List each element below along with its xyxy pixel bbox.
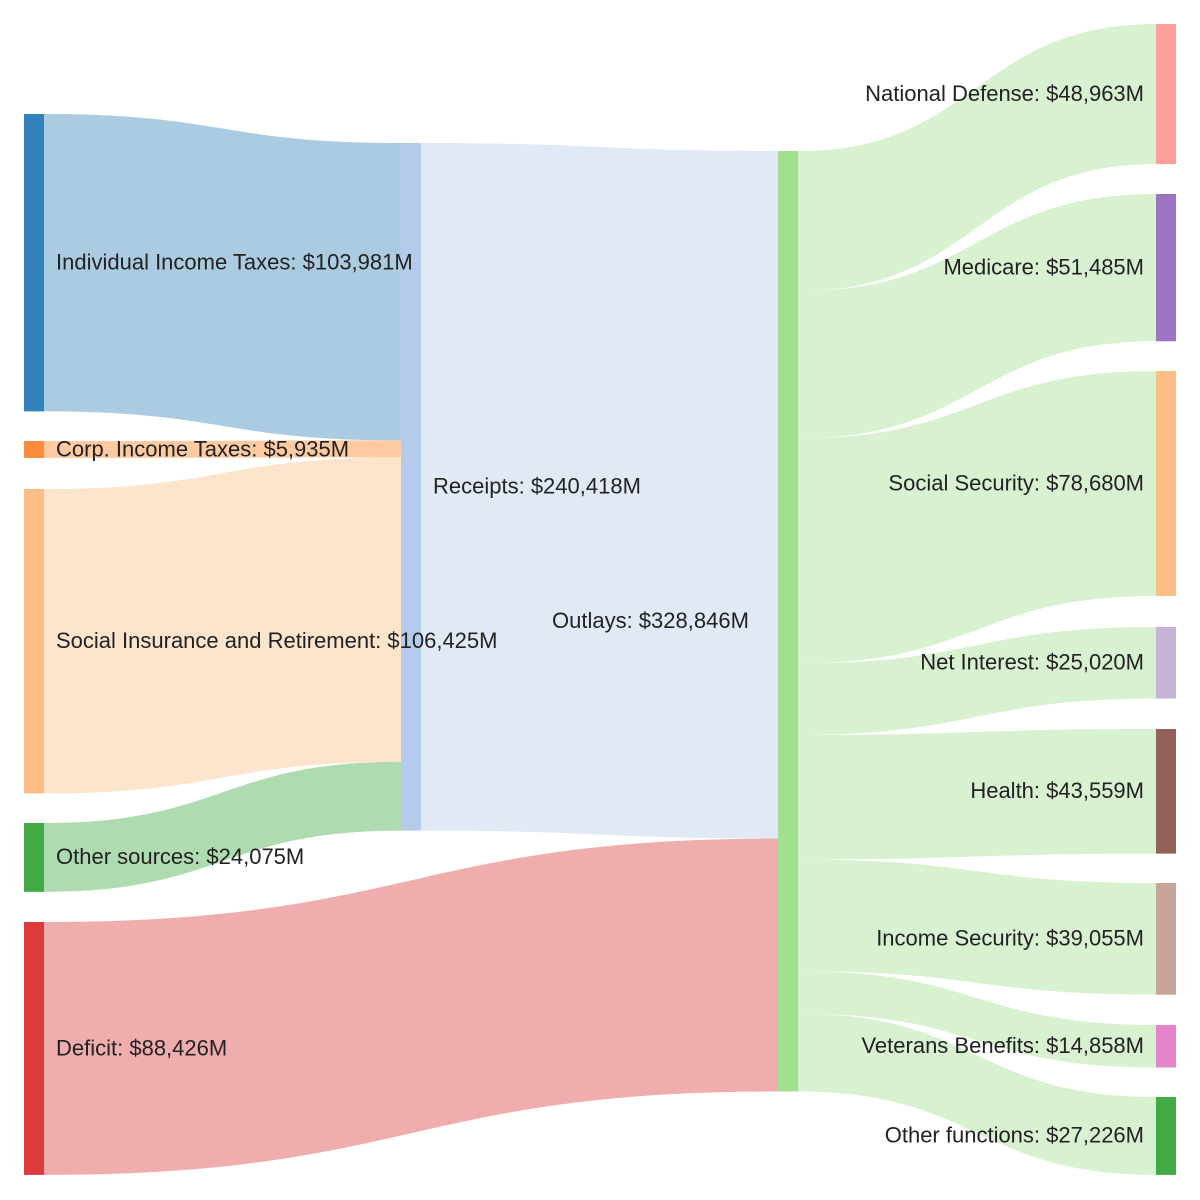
sankey-label-health: Health: $43,559M: [970, 778, 1144, 803]
sankey-node-receipts: [401, 143, 421, 831]
sankey-label-social_security: Social Security: $78,680M: [888, 470, 1144, 495]
sankey-node-deficit: [24, 922, 44, 1175]
nodes-layer: [24, 24, 1176, 1175]
sankey-label-net_interest: Net Interest: $25,020M: [920, 650, 1144, 675]
sankey-node-health: [1156, 729, 1176, 854]
sankey-node-social_ins: [24, 489, 44, 794]
labels-layer: Individual Income Taxes: $103,981M Corp. …: [56, 81, 1144, 1148]
sankey-node-net_interest: [1156, 627, 1176, 699]
sankey-link-outlays-to-income_security: [798, 859, 1156, 995]
sankey-link-outlays-to-medicare: [798, 194, 1156, 439]
sankey-link-deficit-to-outlays: [44, 838, 778, 1175]
sankey-label-other_sources: Other sources: $24,075M: [56, 844, 304, 869]
sankey-label-income_security: Income Security: $39,055M: [876, 926, 1144, 951]
sankey-node-medicare: [1156, 194, 1176, 342]
sankey-link-other_sources-to-receipts: [44, 761, 401, 892]
sankey-label-individual: Individual Income Taxes: $103,981M: [56, 250, 413, 275]
sankey-node-veterans: [1156, 1025, 1176, 1068]
sankey-link-outlays-to-health: [798, 729, 1156, 860]
sankey-label-social_ins: Social Insurance and Retirement: $106,42…: [56, 628, 497, 653]
sankey-label-outlays: Outlays: $328,846M: [552, 608, 749, 633]
sankey-node-outlays: [778, 151, 798, 1092]
sankey-node-other_sources: [24, 823, 44, 892]
sankey-link-corp-to-receipts: [44, 440, 401, 458]
sankey-link-social_ins-to-receipts: [44, 457, 401, 794]
sankey-node-income_security: [1156, 883, 1176, 995]
sankey-link-outlays-to-veterans: [798, 971, 1156, 1068]
sankey-link-receipts-to-outlays: [421, 143, 778, 839]
sankey-node-defense: [1156, 24, 1176, 165]
sankey-node-other_functions: [1156, 1097, 1176, 1175]
sankey-label-medicare: Medicare: $51,485M: [943, 254, 1144, 279]
sankey-link-outlays-to-other_functions: [798, 1013, 1156, 1175]
sankey-link-outlays-to-social_security: [798, 371, 1156, 664]
sankey-link-outlays-to-net_interest: [798, 627, 1156, 735]
sankey-label-other_functions: Other functions: $27,226M: [885, 1123, 1144, 1148]
sankey-label-defense: National Defense: $48,963M: [865, 81, 1144, 106]
sankey-label-veterans: Veterans Benefits: $14,858M: [861, 1033, 1144, 1058]
links-layer: [44, 24, 1156, 1175]
sankey-label-deficit: Deficit: $88,426M: [56, 1035, 227, 1060]
sankey-link-individual-to-receipts: [44, 114, 401, 441]
sankey-node-corp: [24, 441, 44, 458]
sankey-link-outlays-to-defense: [798, 24, 1156, 292]
sankey-node-individual: [24, 114, 44, 412]
sankey-node-social_security: [1156, 371, 1176, 597]
sankey-label-corp: Corp. Income Taxes: $5,935M: [56, 436, 349, 461]
sankey-label-receipts: Receipts: $240,418M: [433, 474, 641, 499]
